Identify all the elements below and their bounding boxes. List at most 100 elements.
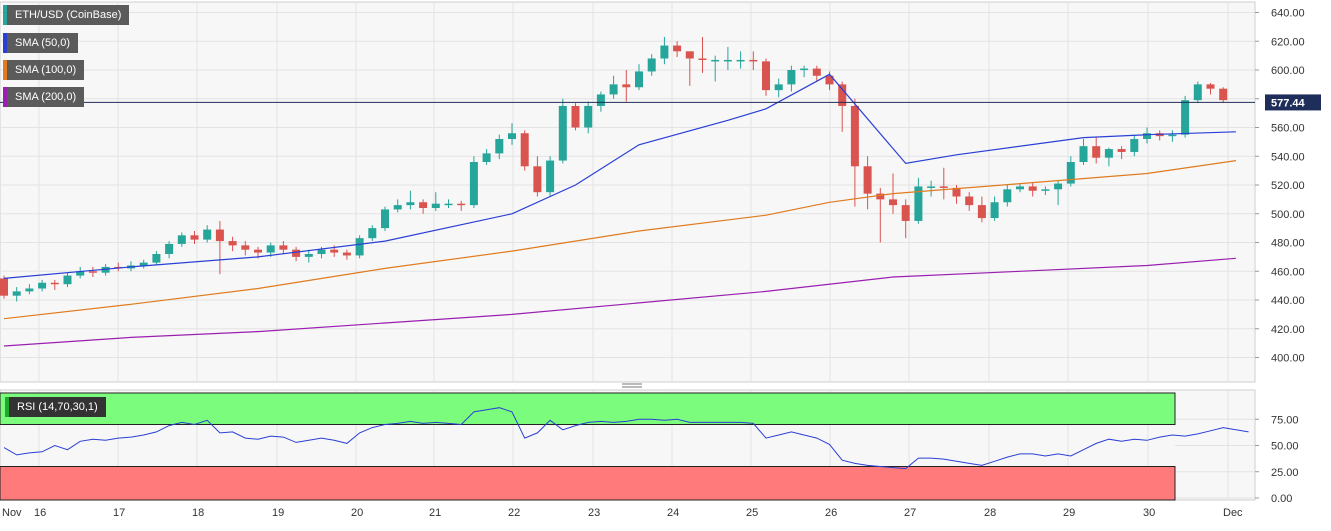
candle-body — [317, 249, 326, 254]
candle-body — [1092, 146, 1101, 158]
price-tick-label: 520.00 — [1271, 180, 1305, 192]
candle — [914, 177, 923, 224]
legend-sma100[interactable]: SMA (100,0) — [3, 60, 85, 80]
candle-body — [622, 84, 631, 88]
candle — [762, 58, 770, 96]
candle-body — [635, 71, 643, 88]
candle-body — [50, 282, 59, 285]
candle — [279, 241, 288, 254]
candle — [139, 259, 148, 269]
candle — [749, 51, 758, 70]
time-tick-label: Dec — [1223, 507, 1243, 519]
candle-body — [444, 203, 453, 206]
candle — [736, 51, 745, 69]
legend-sma200[interactable]: SMA (200,0) — [3, 87, 85, 107]
candle — [1168, 130, 1177, 142]
candle-body — [647, 58, 656, 72]
candle — [101, 264, 110, 276]
candle-body — [1117, 149, 1126, 152]
candle — [1003, 185, 1012, 207]
candle — [165, 241, 174, 259]
price-tick-label: 600.00 — [1271, 65, 1305, 77]
candle — [368, 225, 377, 242]
price-tick-label: 440.00 — [1271, 295, 1305, 307]
candle-body — [495, 139, 504, 154]
candle — [25, 284, 34, 295]
price-axis: 640.00620.00600.00580.00560.00540.00520.… — [1255, 8, 1305, 365]
candle — [571, 103, 580, 131]
legend-color-bar — [3, 60, 7, 80]
candle — [927, 180, 936, 197]
candle-body — [469, 162, 478, 206]
candle — [292, 246, 301, 262]
candle-body — [800, 68, 809, 71]
candle — [1092, 137, 1101, 164]
candle — [1219, 87, 1228, 104]
candle — [863, 156, 872, 210]
legend-label: RSI (14,70,30,1) — [17, 401, 98, 413]
rsi-zones — [0, 392, 1176, 501]
candle-body — [228, 241, 237, 246]
candle-body — [355, 238, 364, 256]
candle-body — [508, 133, 516, 139]
candle — [558, 98, 567, 164]
candle — [1028, 182, 1037, 197]
candle — [1206, 82, 1215, 95]
candle-body — [266, 245, 275, 253]
candle-body — [698, 58, 707, 60]
candle-body — [1206, 84, 1215, 89]
candle-body — [304, 254, 313, 257]
candle-body — [279, 245, 288, 250]
legend-ethusd[interactable]: ETH/USD (CoinBase) — [3, 5, 130, 25]
candle-body — [457, 203, 466, 206]
candle — [215, 220, 224, 275]
candle — [304, 249, 313, 263]
rsi-tick-label: 75.00 — [1271, 414, 1299, 426]
candle-body — [596, 94, 605, 106]
candle — [977, 196, 986, 223]
candle — [419, 199, 428, 214]
candle — [431, 192, 440, 211]
candle-body — [1130, 139, 1139, 152]
time-tick-label: 28 — [984, 507, 996, 519]
price-pane-bg — [0, 1, 1256, 383]
candle — [673, 41, 682, 58]
candle — [647, 54, 656, 76]
candle — [1016, 183, 1024, 193]
candle — [520, 130, 529, 171]
rsi-line-group — [3, 407, 1249, 470]
sma100-line — [3, 160, 1236, 320]
candles — [0, 36, 1228, 302]
candle-body — [774, 84, 783, 91]
candle-body — [1016, 186, 1024, 190]
candle — [812, 65, 821, 82]
candle-body — [1181, 100, 1190, 135]
candle-body — [76, 271, 85, 276]
time-tick-label: 19 — [272, 507, 284, 519]
time-tick-label: 26 — [825, 507, 837, 519]
candle — [88, 266, 97, 277]
last-price-label: 577.44 — [1271, 97, 1306, 109]
candle — [203, 225, 212, 243]
candle — [1193, 81, 1202, 104]
candle-body — [546, 160, 555, 193]
legend-sma50[interactable]: SMA (50,0) — [3, 33, 79, 53]
time-tick-label: 27 — [904, 507, 916, 519]
time-tick-label: 23 — [588, 507, 600, 519]
sma200-line — [3, 257, 1236, 347]
candle-body — [1219, 88, 1228, 101]
candle — [1079, 139, 1088, 165]
candle — [495, 134, 504, 160]
time-tick-label: 22 — [508, 507, 520, 519]
time-tick-label: 25 — [746, 507, 758, 519]
candle-body — [38, 282, 47, 289]
candle-body — [990, 202, 999, 219]
legend-rsi[interactable]: RSI (14,70,30,1) — [5, 397, 106, 417]
candle-body — [1168, 134, 1177, 137]
candle — [685, 51, 694, 86]
candle-body — [685, 51, 694, 59]
candle — [1143, 127, 1151, 144]
candle — [50, 279, 59, 290]
